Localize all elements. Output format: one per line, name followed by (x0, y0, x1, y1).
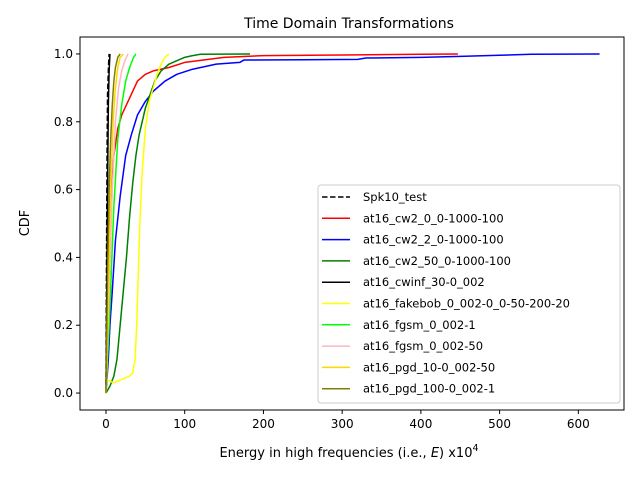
y-axis-label: CDF (18, 210, 33, 237)
legend-label-3: at16_cw2_50_0-1000-100 (363, 254, 511, 268)
x-axis-label-suffix: ) x10 (439, 446, 472, 461)
plot-area (79, 36, 625, 411)
y-tick-label: 0.8 (54, 115, 73, 129)
legend-label-2: at16_cw2_2_0-1000-100 (363, 233, 504, 247)
legend-box (317, 184, 621, 404)
legend-label-8: at16_pgd_10-0_002-50 (363, 360, 495, 374)
x-axis-label: Energy in high frequencies (i.e., E) x10… (219, 443, 478, 461)
x-axis-label-prefix: Energy in high frequencies (i.e., (219, 446, 430, 461)
series-line-6 (105, 53, 137, 394)
y-axis-ticks: 0.0 0.2 0.4 0.6 0.8 1.0 (54, 47, 80, 400)
legend-label-7: at16_fgsm_0_002-50 (363, 339, 483, 353)
x-tick-label: 100 (173, 417, 196, 431)
y-tick-label: 0.4 (54, 250, 73, 264)
series-line-8 (105, 53, 124, 394)
series-line-9 (105, 53, 121, 394)
x-axis-ticks: 0 100 200 300 400 500 600 (102, 410, 590, 431)
series-line-5 (105, 53, 170, 394)
chart-title: Time Domain Transformations (243, 16, 454, 32)
x-tick-label: 400 (409, 417, 432, 431)
y-tick-label: 0.6 (54, 183, 73, 197)
x-tick-label: 200 (252, 417, 275, 431)
x-axis-label-variable: E (431, 446, 440, 461)
legend-label-6: at16_fgsm_0_002-1 (363, 318, 476, 332)
x-tick-label: 0 (102, 417, 110, 431)
legend-label-9: at16_pgd_100-0_002-1 (363, 382, 495, 396)
axes-frame (79, 36, 625, 411)
y-tick-label: 1.0 (54, 47, 73, 61)
series-line-3 (105, 53, 251, 394)
series-line-2 (105, 53, 600, 394)
y-tick-label: 0.0 (54, 386, 73, 400)
y-tick-label: 0.2 (54, 318, 73, 332)
legend-label-0: Spk10_test (363, 190, 427, 204)
x-tick-label: 300 (331, 417, 354, 431)
series-line-7 (105, 53, 129, 394)
x-axis-label-exponent: 4 (472, 443, 478, 454)
legend: Spk10_test at16_cw2_0_0-1000-100 at16_cw2_… (317, 184, 621, 404)
legend-label-5: at16_fakebob_0_002-0_0-50-200-20 (363, 297, 570, 311)
x-tick-label: 500 (488, 417, 511, 431)
legend-items: Spk10_test at16_cw2_0_0-1000-100 at16_cw2_… (322, 190, 570, 396)
legend-label-1: at16_cw2_0_0-1000-100 (363, 211, 504, 225)
x-tick-label: 600 (567, 417, 590, 431)
series-lines (105, 53, 600, 394)
legend-label-4: at16_cwinf_30-0_002 (363, 275, 485, 289)
